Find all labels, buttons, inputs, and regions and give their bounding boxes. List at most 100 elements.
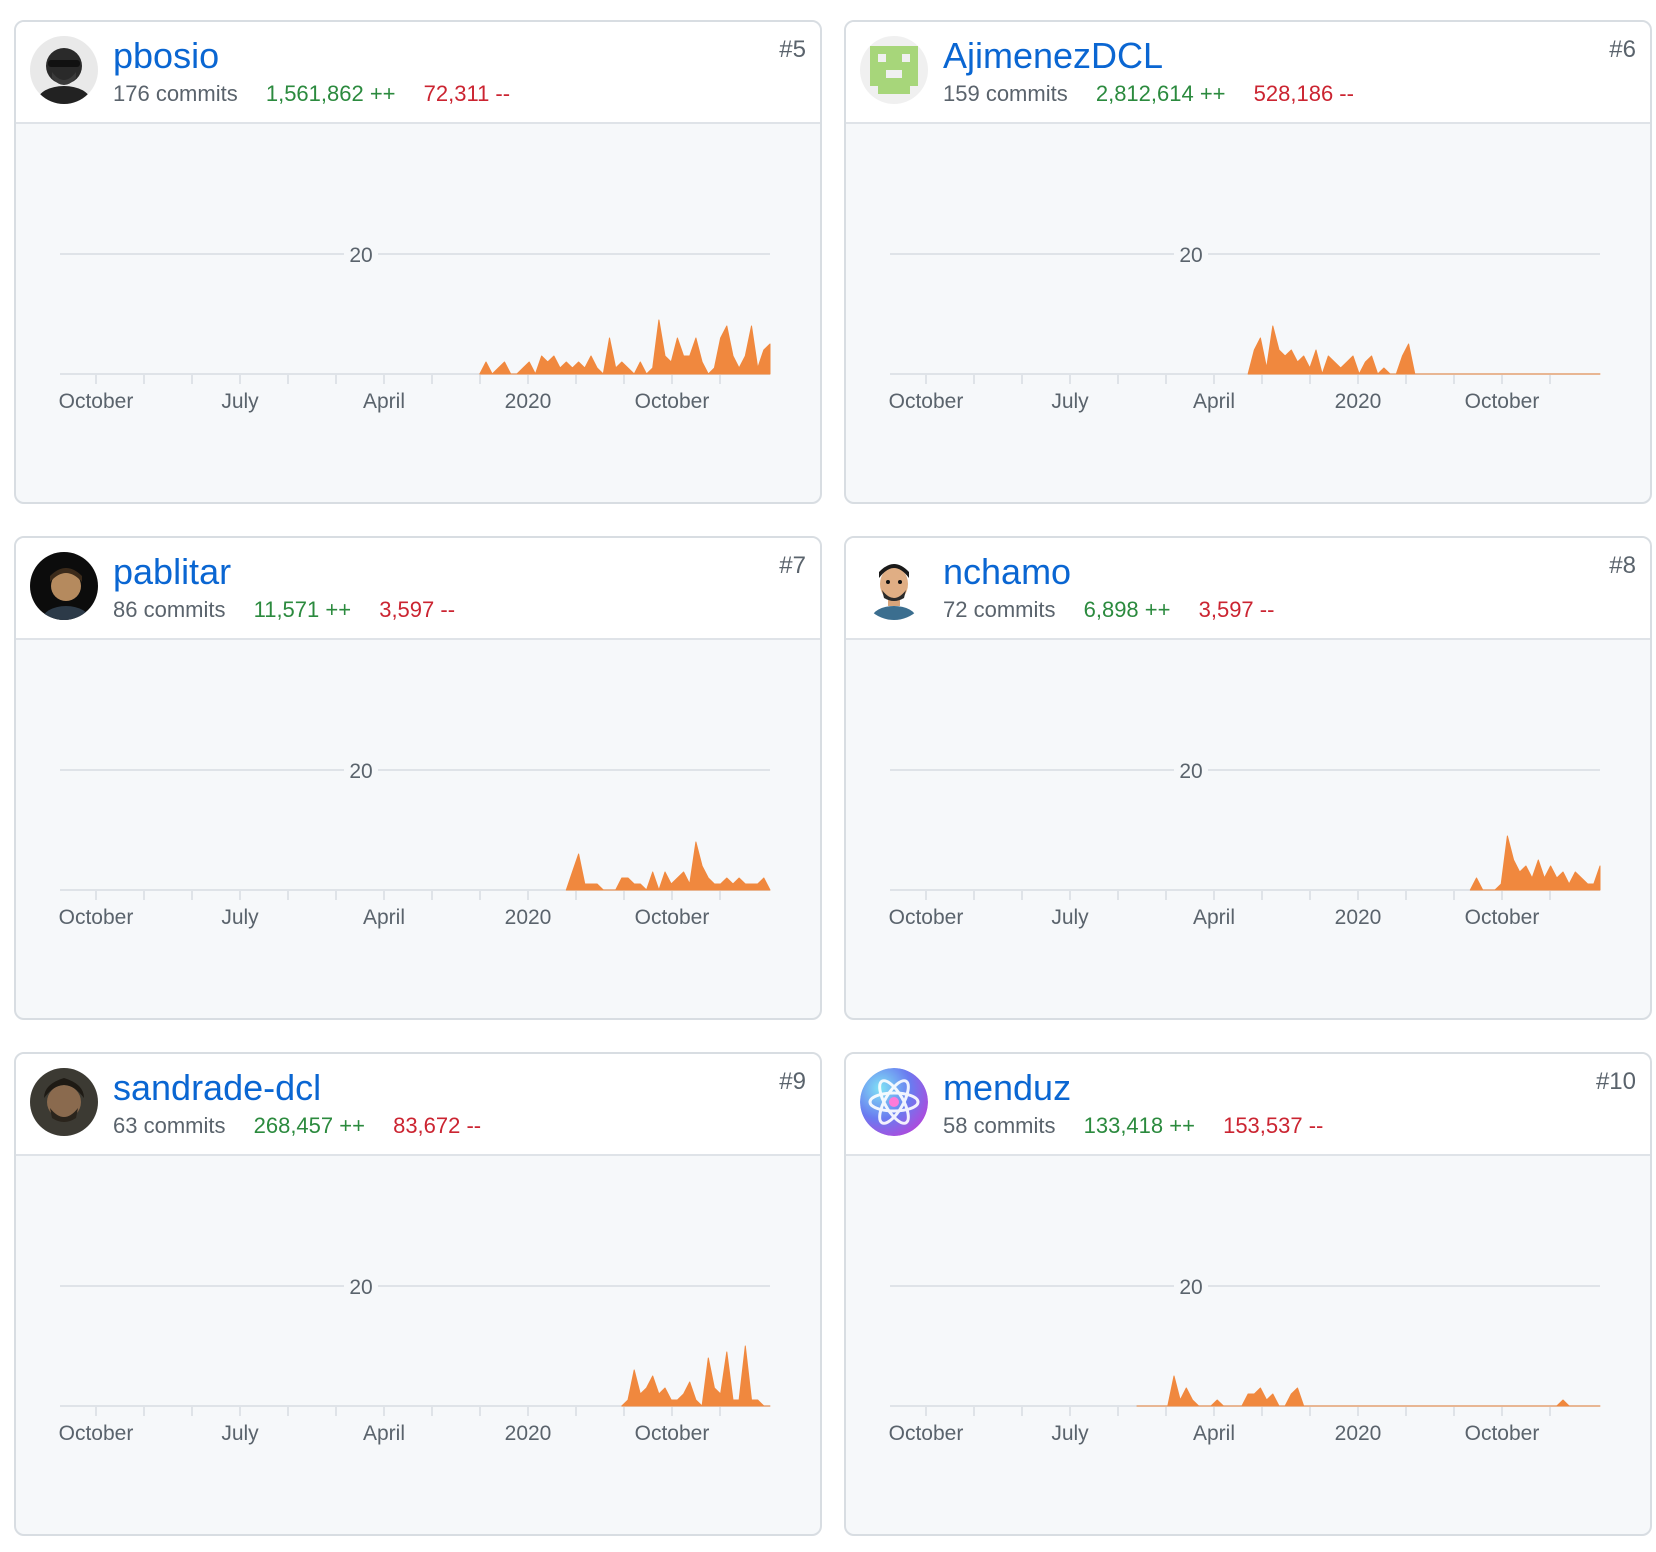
y-tick-label-bg [1174,1272,1208,1300]
rank-badge: #7 [779,552,806,579]
card-header: sandrade-dcl 63 commits 268,457 ++ 83,67… [16,1054,820,1156]
deletions-count: 153,537 -- [1223,1113,1324,1138]
x-tick-label: 2020 [1335,906,1382,929]
contributor-card: AjimenezDCL 159 commits 2,812,614 ++ 528… [844,20,1652,504]
rank-badge: #8 [1609,552,1636,579]
card-header: pbosio 176 commits 1,561,862 ++ 72,311 -… [16,22,820,124]
x-tick-label: July [1051,1422,1089,1445]
x-tick-label: October [1465,1422,1540,1445]
y-tick-label-bg [344,756,378,784]
x-tick-label: April [363,390,405,413]
x-tick-label: April [363,906,405,929]
area-chart-svg: 20 October July April 2020 October [59,240,771,413]
additions-count: 6,898 ++ [1083,597,1171,622]
contributor-card: menduz 58 commits 133,418 ++ 153,537 -- … [844,1052,1652,1536]
x-tick-label: October [635,906,710,929]
y-tick-label-bg [1174,756,1208,784]
additions-count: 1,561,862 ++ [265,81,396,106]
y-tick-label: 20 [1179,1276,1202,1299]
y-tick-label-bg [344,1272,378,1300]
commit-count[interactable]: 159 commits [943,81,1068,106]
contributor-card: sandrade-dcl 63 commits 268,457 ++ 83,67… [14,1052,822,1536]
y-tick-label: 20 [1179,244,1202,267]
atom-avatar-icon[interactable] [860,1068,928,1136]
card-header: menduz 58 commits 133,418 ++ 153,537 -- … [846,1054,1650,1156]
area-chart-svg: 20 October July April 2020 October [59,756,771,929]
x-tick-label: April [1193,1422,1235,1445]
username-link[interactable]: sandrade-dcl [113,1067,322,1108]
rank-badge: #9 [779,1068,806,1095]
cartoon-avatar-icon[interactable] [860,552,928,620]
commit-count[interactable]: 63 commits [113,1113,226,1138]
commit-count[interactable]: 176 commits [113,81,238,106]
stats-line: 63 commits 268,457 ++ 83,672 -- [113,1112,481,1140]
y-tick-label: 20 [1179,760,1202,783]
y-tick-label: 20 [349,1276,372,1299]
x-tick-label: 2020 [1335,390,1382,413]
contribution-chart: 20 October July April 2020 October [846,122,1650,502]
rank-badge: #5 [779,36,806,63]
x-tick-label: October [635,1422,710,1445]
x-tick-label: October [1465,906,1540,929]
additions-count: 2,812,614 ++ [1095,81,1226,106]
commit-count[interactable]: 58 commits [943,1113,1056,1138]
commits-area [1136,1375,1601,1407]
x-tick-label: October [59,390,134,413]
area-chart-svg: 20 October July April 2020 October [889,756,1601,929]
commits-area [479,319,771,375]
user-avatar-photo-icon[interactable] [30,36,98,104]
contribution-chart: 20 October July April 2020 October [16,1154,820,1534]
x-tick-label: October [59,1422,134,1445]
x-tick-label: 2020 [505,906,552,929]
contribution-chart: 20 October July April 2020 October [846,1154,1650,1534]
additions-count: 11,571 ++ [253,597,352,622]
commits-area [565,841,771,891]
username-link[interactable]: menduz [943,1067,1072,1108]
contribution-chart: 20 October July April 2020 October [16,638,820,1018]
username-link[interactable]: pablitar [113,551,232,592]
x-tick-label: October [59,906,134,929]
contribution-chart: 20 October July April 2020 October [16,122,820,502]
username-link[interactable]: nchamo [943,551,1072,592]
stats-line: 72 commits 6,898 ++ 3,597 -- [943,596,1274,624]
deletions-count: 72,311 -- [423,81,511,106]
x-tick-label: October [889,906,964,929]
commits-area [621,1345,771,1407]
x-tick-label: 2020 [1335,1422,1382,1445]
user-avatar-photo-icon[interactable] [30,552,98,620]
additions-count: 268,457 ++ [253,1113,365,1138]
x-tick-label: October [635,390,710,413]
commits-area [1469,835,1601,891]
deletions-count: 3,597 -- [1198,597,1275,622]
username-link[interactable]: pbosio [113,35,220,76]
y-tick-label-bg [1174,240,1208,268]
y-tick-label-bg [344,240,378,268]
stats-line: 86 commits 11,571 ++ 3,597 -- [113,596,455,624]
card-header: nchamo 72 commits 6,898 ++ 3,597 -- #8 [846,538,1650,640]
y-tick-label: 20 [349,244,372,267]
user-avatar-photo-icon[interactable] [30,1068,98,1136]
area-chart-svg: 20 October July April 2020 October [889,1272,1601,1445]
commit-count[interactable]: 86 commits [113,597,226,622]
x-tick-label: July [221,1422,259,1445]
x-tick-label: July [1051,906,1089,929]
deletions-count: 528,186 -- [1253,81,1354,106]
x-tick-label: July [221,906,259,929]
additions-count: 133,418 ++ [1083,1113,1195,1138]
rank-badge: #6 [1609,36,1636,63]
contributor-card: pbosio 176 commits 1,561,862 ++ 72,311 -… [14,20,822,504]
card-header: AjimenezDCL 159 commits 2,812,614 ++ 528… [846,22,1650,124]
y-tick-label: 20 [349,760,372,783]
x-tick-label: October [1465,390,1540,413]
identicon-avatar-icon[interactable] [860,36,928,104]
commit-count[interactable]: 72 commits [943,597,1056,622]
username-link[interactable]: AjimenezDCL [943,35,1164,76]
x-tick-label: April [1193,390,1235,413]
x-tick-label: October [889,1422,964,1445]
contribution-chart: 20 October July April 2020 October [846,638,1650,1018]
x-tick-label: July [1051,390,1089,413]
stats-line: 159 commits 2,812,614 ++ 528,186 -- [943,80,1354,108]
rank-badge: #10 [1595,1068,1636,1095]
contributor-card: pablitar 86 commits 11,571 ++ 3,597 -- #… [14,536,822,1020]
x-tick-label: 2020 [505,390,552,413]
